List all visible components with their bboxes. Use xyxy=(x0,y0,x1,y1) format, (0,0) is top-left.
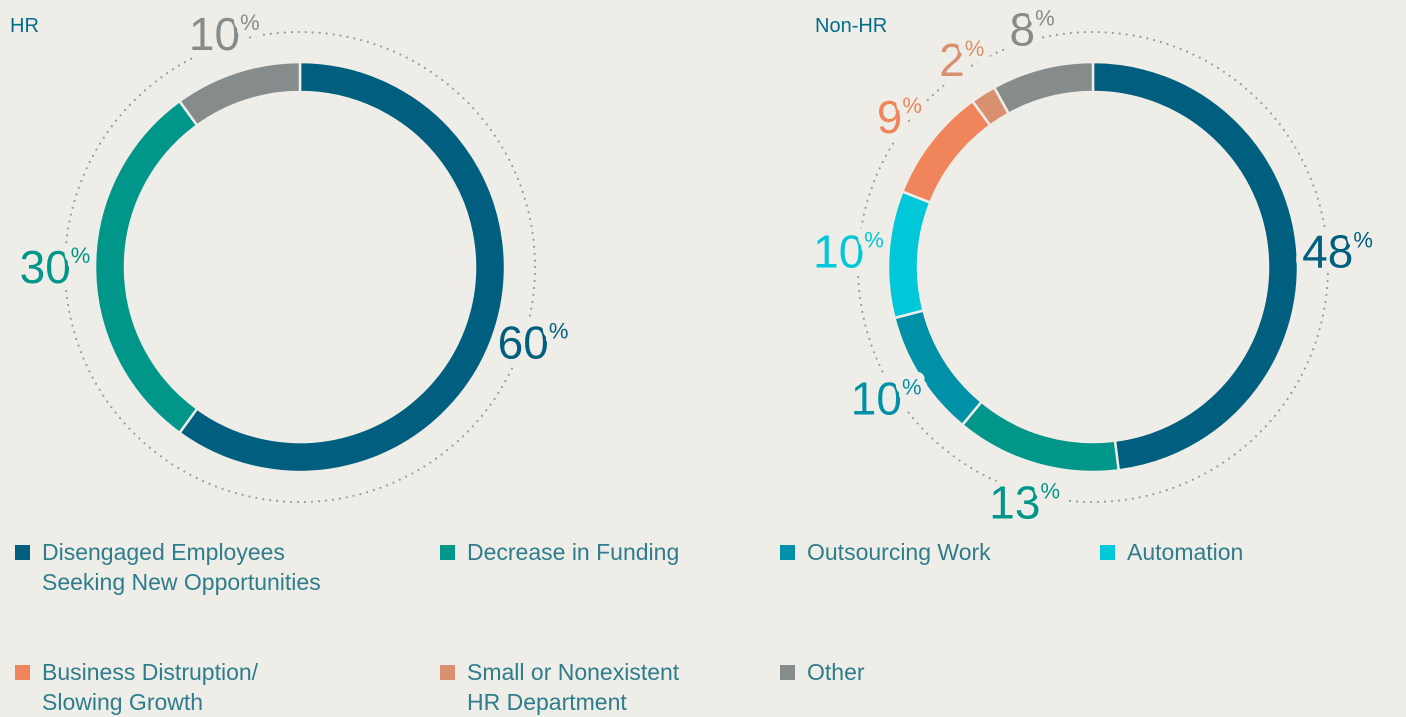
data-label-value: 10 xyxy=(189,8,240,60)
data-label: 9% xyxy=(877,91,922,143)
data-label-unit: % xyxy=(1040,478,1060,503)
data-label-unit: % xyxy=(864,228,884,253)
donut-segment xyxy=(93,99,199,435)
legend-swatch xyxy=(440,665,455,680)
data-label: 8% xyxy=(1009,4,1054,56)
legend-label: Other xyxy=(807,659,865,685)
data-label-value: 13 xyxy=(989,476,1040,528)
chart-title: Non-HR xyxy=(815,15,887,37)
legend-item: Disengaged Employees Seeking New Opportu… xyxy=(15,537,321,597)
data-label: 48% xyxy=(1302,226,1373,278)
donut-segment xyxy=(892,308,984,427)
data-label-value: 48 xyxy=(1302,226,1353,278)
data-label: 10% xyxy=(851,372,922,424)
legend-item: Decrease in Funding xyxy=(440,537,679,567)
data-label-value: 30 xyxy=(20,241,71,293)
legend-label: Outsourcing Work xyxy=(807,539,991,565)
legend-swatch xyxy=(780,545,795,560)
donut-segment xyxy=(960,400,1121,474)
donut-segment xyxy=(177,60,507,474)
legend-item: Business Distruption/ Slowing Growth xyxy=(15,657,258,717)
legend-label: Disengaged Employees Seeking New Opportu… xyxy=(42,539,321,595)
dotted-ring xyxy=(856,30,1330,504)
data-label-unit: % xyxy=(240,10,260,35)
data-label-unit: % xyxy=(965,36,985,61)
legend-item: Outsourcing Work xyxy=(780,537,991,567)
legend-swatch xyxy=(15,665,30,680)
legend-item: Automation xyxy=(1100,537,1243,567)
chart-title: HR xyxy=(10,15,39,37)
data-label-value: 10 xyxy=(851,372,902,424)
data-label-unit: % xyxy=(902,374,922,399)
legend-label: Business Distruption/ Slowing Growth xyxy=(42,659,259,715)
data-label: 13% xyxy=(989,476,1060,528)
page: HR 60% 30% 10% Non-HR 48% 13% 10% 10% 9% 2% 8% Dise… xyxy=(10,3,1373,715)
legend-item: Other xyxy=(780,657,865,687)
legend-item: Small or Nonexistent HR Department xyxy=(440,657,679,717)
data-label-unit: % xyxy=(549,319,569,344)
data-label-value: 8 xyxy=(1009,4,1035,56)
legend-label: Small or Nonexistent HR Department xyxy=(467,659,680,715)
data-label: 60% xyxy=(498,317,569,369)
dotted-ring xyxy=(63,30,537,504)
data-label-unit: % xyxy=(1353,228,1373,253)
data-label-value: 2 xyxy=(939,34,965,86)
data-label-value: 10 xyxy=(813,226,864,278)
legend-label: Automation xyxy=(1127,539,1244,565)
legend-swatch xyxy=(1100,545,1115,560)
data-label: 10% xyxy=(813,226,884,278)
legend-label: Decrease in Funding xyxy=(467,539,680,565)
data-label-unit: % xyxy=(902,93,922,118)
legend-swatch xyxy=(780,665,795,680)
legend-swatch xyxy=(15,545,30,560)
data-label: 30% xyxy=(20,241,91,293)
donut-segment xyxy=(1091,60,1300,472)
legend-swatch xyxy=(440,545,455,560)
donut-segment xyxy=(177,60,302,128)
data-label-unit: % xyxy=(1035,6,1055,31)
data-label-value: 60 xyxy=(498,317,549,369)
data-label: 10% xyxy=(189,8,260,60)
data-label-unit: % xyxy=(71,243,91,268)
data-label-value: 9 xyxy=(877,91,903,143)
data-label: 2% xyxy=(939,34,984,86)
donut-segment xyxy=(886,189,932,320)
donut-segment xyxy=(992,60,1095,116)
